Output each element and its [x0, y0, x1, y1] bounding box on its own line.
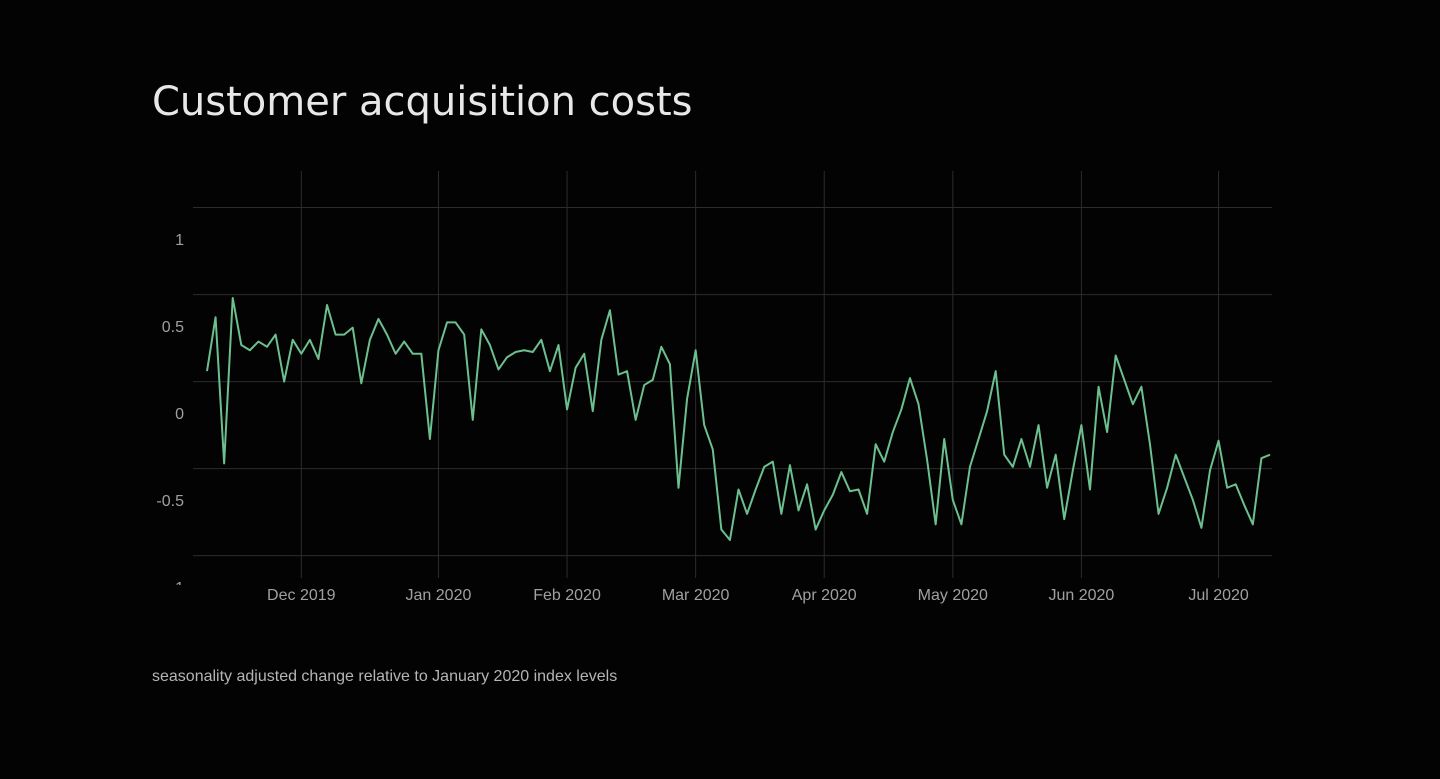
x-tick-label: Dec 2019: [267, 587, 336, 604]
x-tick-label: Jan 2020: [406, 587, 472, 604]
y-tick-label: -0.5: [156, 493, 184, 510]
x-tick-label: Apr 2020: [792, 587, 857, 604]
x-tick-label: Jul 2020: [1188, 587, 1249, 604]
plot-area: -1 -0.5 0 0.5 1: [156, 232, 184, 597]
chart-note: seasonality adjusted change relative to …: [152, 668, 617, 685]
x-tick-label: May 2020: [918, 587, 988, 604]
data-line: [206, 297, 1271, 541]
y-tick-label: 0: [175, 406, 184, 423]
chart-title: Customer acquisition costs: [152, 79, 693, 125]
y-tick-label: -1: [170, 580, 184, 597]
y-tick-label: 0.5: [162, 319, 184, 336]
x-tick-label: Mar 2020: [662, 587, 730, 604]
x-tick-label: Feb 2020: [533, 587, 601, 604]
x-tick-label: Jun 2020: [1048, 587, 1114, 604]
y-tick-label: 1: [175, 232, 184, 249]
